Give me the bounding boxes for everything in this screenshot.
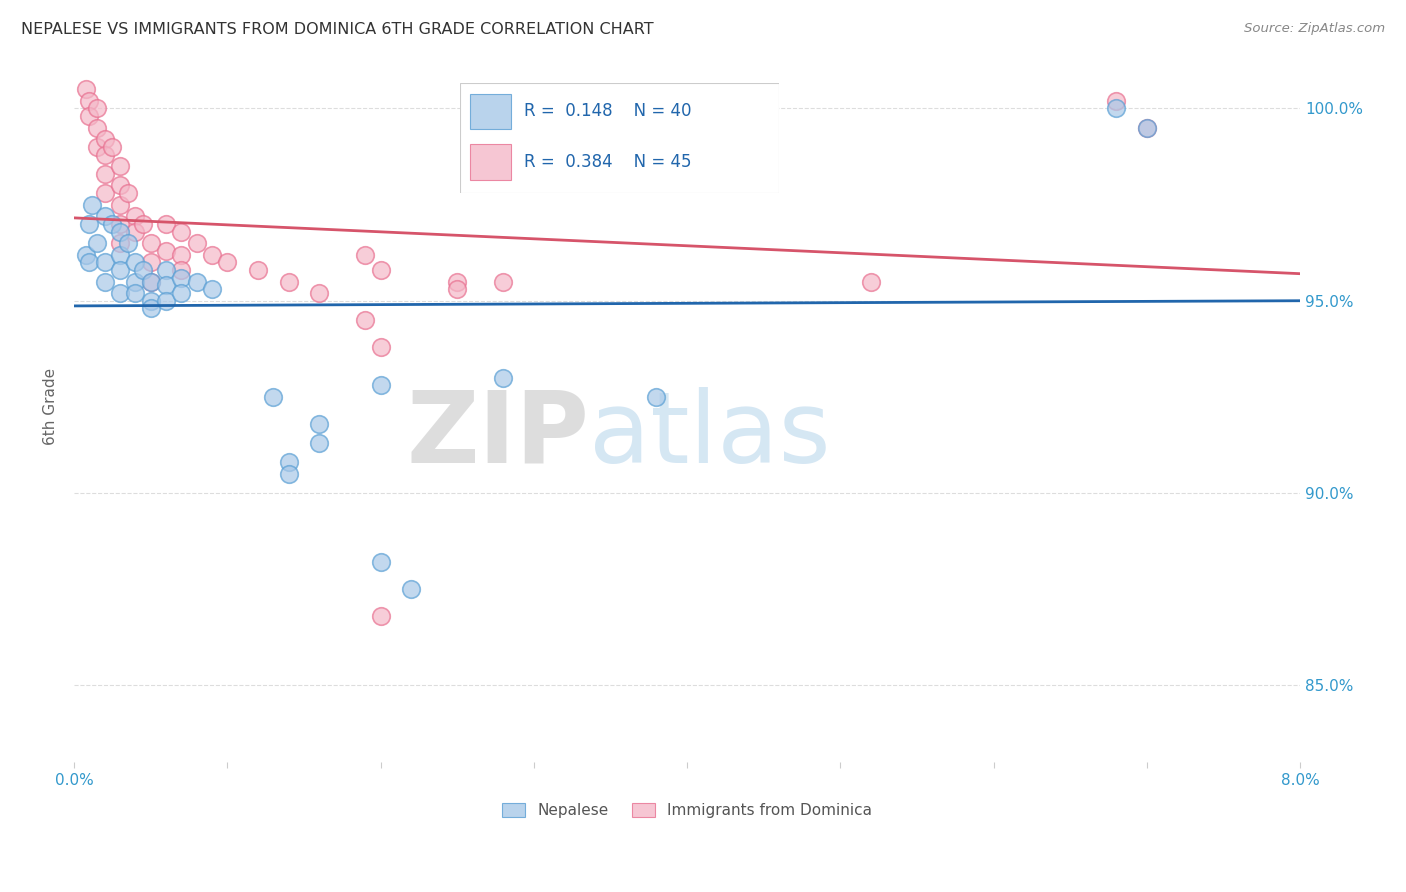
Point [108, 225, 131, 239]
Point [139, 235, 162, 250]
Point [86, 102, 108, 116]
Point [79, 255, 101, 269]
Point [79, 94, 101, 108]
Point [93, 147, 115, 161]
Point [93, 255, 115, 269]
Point [201, 282, 224, 296]
Point [308, 286, 330, 301]
Point [108, 235, 131, 250]
Point [139, 293, 162, 308]
Point [86, 140, 108, 154]
Text: atlas: atlas [589, 386, 831, 483]
Point [170, 270, 193, 285]
Point [492, 370, 515, 384]
Point [108, 159, 131, 173]
Point [139, 275, 162, 289]
Point [93, 186, 115, 200]
Point [155, 263, 177, 277]
Point [170, 225, 193, 239]
Point [108, 286, 131, 301]
Point [370, 555, 392, 569]
Point [170, 247, 193, 261]
Point [86, 120, 108, 135]
Point [354, 313, 377, 327]
Legend: Nepalese, Immigrants from Dominica: Nepalese, Immigrants from Dominica [495, 796, 879, 826]
Point [124, 286, 146, 301]
Point [79, 109, 101, 123]
Point [132, 217, 155, 231]
Point [132, 263, 155, 277]
Point [1136, 120, 1159, 135]
Point [101, 140, 124, 154]
Point [1105, 94, 1128, 108]
Point [155, 278, 177, 293]
Point [124, 275, 146, 289]
Point [217, 255, 239, 269]
Y-axis label: 6th Grade: 6th Grade [44, 368, 58, 445]
Point [308, 417, 330, 431]
Point [277, 275, 299, 289]
Point [170, 286, 193, 301]
Point [859, 275, 882, 289]
Point [117, 235, 139, 250]
Point [93, 167, 115, 181]
Point [308, 436, 330, 450]
Point [108, 247, 131, 261]
Point [446, 282, 468, 296]
Point [1105, 102, 1128, 116]
Point [93, 132, 115, 146]
Point [124, 225, 146, 239]
Point [86, 235, 108, 250]
Point [186, 275, 208, 289]
Point [155, 217, 177, 231]
Point [93, 275, 115, 289]
Point [277, 455, 299, 469]
Point [399, 582, 422, 597]
Point [124, 255, 146, 269]
Point [277, 467, 299, 481]
Point [492, 275, 515, 289]
Point [170, 263, 193, 277]
Point [246, 263, 269, 277]
Text: ZIP: ZIP [406, 386, 589, 483]
Point [155, 293, 177, 308]
Point [108, 197, 131, 211]
Point [101, 217, 124, 231]
Point [370, 263, 392, 277]
Point [262, 390, 284, 404]
Point [79, 217, 101, 231]
Point [370, 340, 392, 354]
Text: NEPALESE VS IMMIGRANTS FROM DOMINICA 6TH GRADE CORRELATION CHART: NEPALESE VS IMMIGRANTS FROM DOMINICA 6TH… [21, 22, 654, 37]
Point [186, 235, 208, 250]
Point [75, 82, 97, 96]
Point [370, 609, 392, 624]
Point [108, 178, 131, 193]
Point [1136, 120, 1159, 135]
Point [75, 247, 97, 261]
Point [82, 197, 104, 211]
Point [108, 263, 131, 277]
Point [139, 275, 162, 289]
Point [370, 378, 392, 392]
Point [201, 247, 224, 261]
Point [117, 186, 139, 200]
Point [139, 255, 162, 269]
Point [93, 209, 115, 223]
Point [108, 217, 131, 231]
Point [446, 275, 468, 289]
Point [645, 390, 668, 404]
Point [155, 244, 177, 258]
Point [354, 247, 377, 261]
Point [139, 301, 162, 316]
Point [124, 209, 146, 223]
Text: Source: ZipAtlas.com: Source: ZipAtlas.com [1244, 22, 1385, 36]
